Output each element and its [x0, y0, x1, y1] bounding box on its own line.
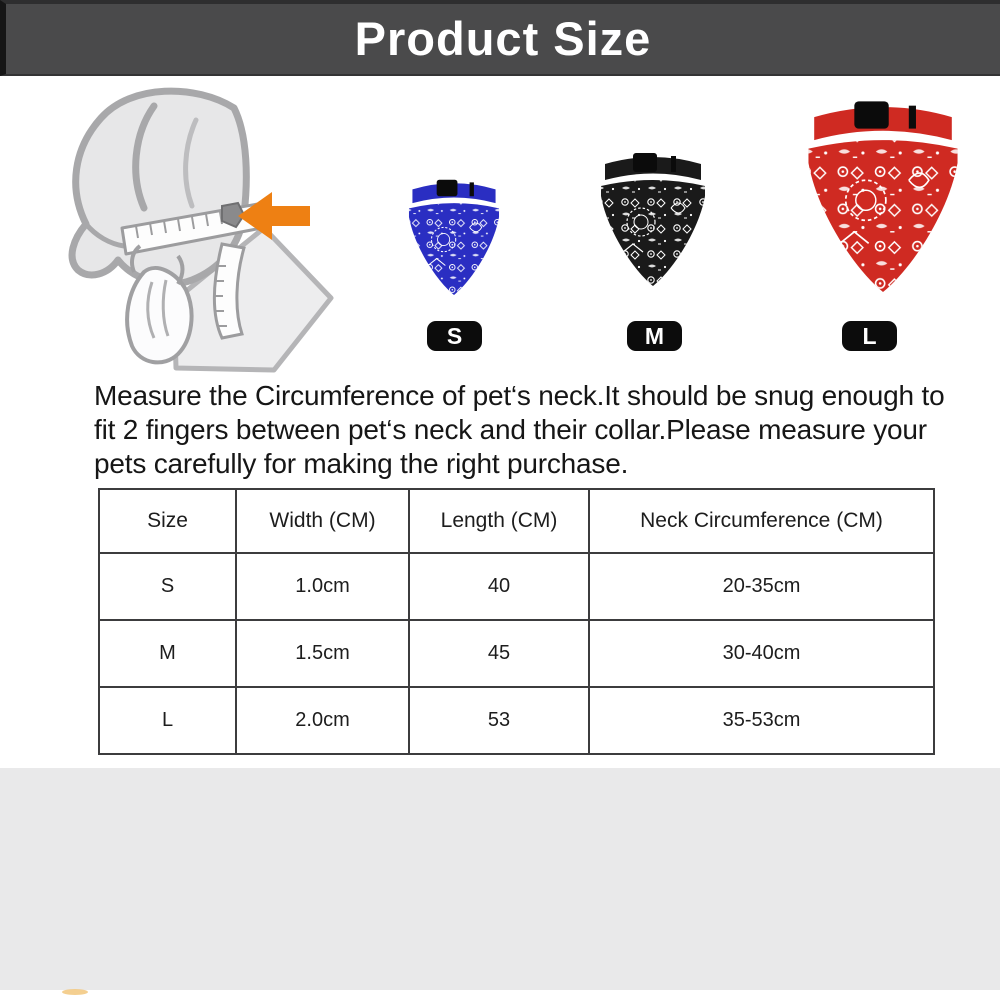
- dog-neck-measuring-illustration: [68, 87, 334, 373]
- bandana-medium-image: [601, 153, 705, 286]
- bandana-small-image: [408, 179, 500, 295]
- size-badge-l: L: [842, 321, 897, 351]
- col-header-neck: Neck Circumference (CM): [588, 488, 935, 554]
- measuring-instruction: Measure the Circumference of pet‘s neck.…: [94, 379, 974, 481]
- hand-thumb: [130, 244, 185, 286]
- collar-buckle: [854, 101, 889, 129]
- table-row: M 1.5cm 45 30-40cm: [98, 619, 935, 688]
- cell-neck: 20-35cm: [588, 552, 935, 621]
- col-header-length: Length (CM): [408, 488, 590, 554]
- size-table-header-row: Size Width (CM) Length (CM) Neck Circumf…: [98, 488, 935, 554]
- header-bar: Product Size: [0, 0, 1000, 76]
- cell-neck: 35-53cm: [588, 686, 935, 755]
- collar-slider: [469, 182, 474, 197]
- collar-slider: [908, 105, 916, 129]
- cell-width: 1.5cm: [235, 619, 410, 688]
- cell-neck: 30-40cm: [588, 619, 935, 688]
- dog-ear-inner: [183, 117, 199, 209]
- cell-length: 45: [408, 619, 590, 688]
- collar-buckle: [633, 153, 657, 172]
- page-title: Product Size: [354, 12, 652, 65]
- size-badge-m: M: [627, 321, 682, 351]
- cell-size: S: [98, 552, 237, 621]
- table-row: S 1.0cm 40 20-35cm: [98, 552, 935, 621]
- dog-muzzle-line: [84, 222, 125, 249]
- orange-arrow-icon: [238, 192, 310, 240]
- hand: [125, 266, 194, 365]
- cell-length: 53: [408, 686, 590, 755]
- collar-slider: [671, 156, 676, 172]
- cell-size: M: [98, 619, 237, 688]
- cell-width: 2.0cm: [235, 686, 410, 755]
- tape-buckle: [221, 201, 246, 229]
- col-header-size: Size: [98, 488, 237, 554]
- col-header-width: Width (CM): [235, 488, 410, 554]
- stray-mark: [62, 989, 88, 995]
- hand-fingers: [146, 279, 170, 339]
- bandana-pattern: [408, 203, 500, 295]
- instruction-line-3: pets carefully for making the right purc…: [94, 448, 629, 479]
- bandana-large-image: [808, 101, 958, 292]
- dimension-section: 15.5cm S 9.5cm 18.8cm M 9.5cm 20.3cm: [0, 768, 1000, 990]
- instruction-line-1: Measure the Circumference of pet‘s neck.…: [94, 380, 945, 411]
- tape-ticks-hanging: [213, 265, 227, 327]
- size-badge-s: S: [427, 321, 482, 351]
- instruction-line-2: fit 2 fingers between pet‘s neck and the…: [94, 414, 927, 445]
- cell-size: L: [98, 686, 237, 755]
- collar-buckle: [436, 179, 458, 197]
- dog-ear: [132, 102, 158, 212]
- size-table: Size Width (CM) Length (CM) Neck Circumf…: [98, 488, 935, 755]
- cell-width: 1.0cm: [235, 552, 410, 621]
- measuring-tape-hanging: [213, 242, 246, 340]
- bandana-pattern: [808, 140, 958, 292]
- bandana-pattern: [601, 180, 705, 286]
- cell-length: 40: [408, 552, 590, 621]
- table-row: L 2.0cm 53 35-53cm: [98, 686, 935, 755]
